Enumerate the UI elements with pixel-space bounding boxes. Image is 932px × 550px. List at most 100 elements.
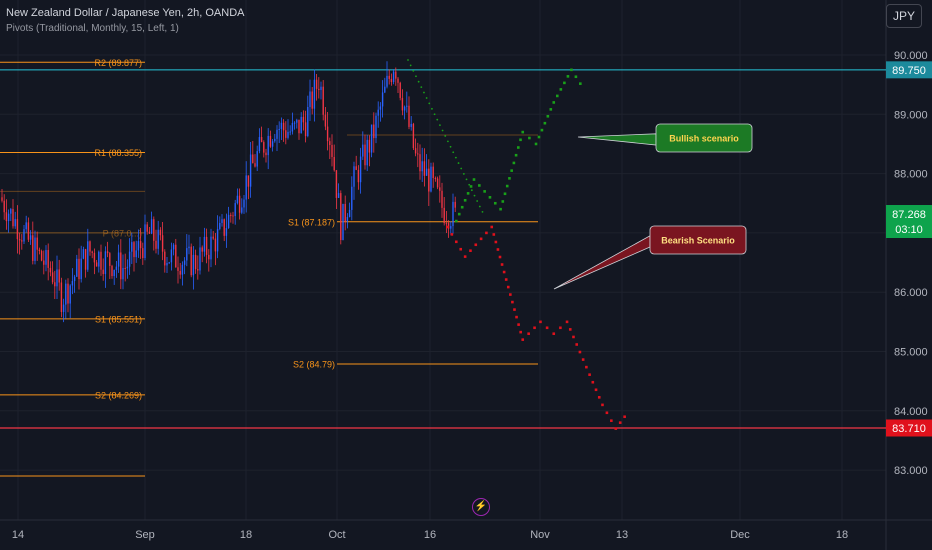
candle-body xyxy=(318,88,320,90)
trend-dot xyxy=(433,113,436,116)
candle-body xyxy=(1,197,3,201)
current-price-bg xyxy=(886,205,932,239)
trend-dot xyxy=(449,145,452,148)
candle-body xyxy=(274,138,276,142)
candle-body xyxy=(194,254,197,270)
scenario-dot xyxy=(578,350,582,354)
bullish-scenario-path xyxy=(454,68,582,223)
lower-level-label: 83.710 xyxy=(892,423,926,435)
scenario-dot xyxy=(508,177,511,180)
candle-body xyxy=(408,105,410,127)
candle-body xyxy=(357,169,360,183)
candle-body xyxy=(197,269,199,271)
candle-body xyxy=(432,166,434,178)
candle-body xyxy=(414,148,417,154)
candle-body xyxy=(186,248,188,261)
bearish-scenario-path xyxy=(446,225,626,430)
candle-body xyxy=(49,267,52,273)
candle-body xyxy=(287,131,289,138)
candle-body xyxy=(128,251,131,267)
scenario-dot xyxy=(601,403,604,407)
countdown-label: 03:10 xyxy=(895,224,923,236)
trend-dot xyxy=(460,167,463,170)
candle-body xyxy=(3,200,5,213)
candle-body xyxy=(34,237,36,261)
scenario-dot xyxy=(563,81,566,85)
candle-body xyxy=(148,231,151,234)
candle-body xyxy=(199,247,201,271)
y-tick-label: 88.000 xyxy=(894,169,928,181)
candle-body xyxy=(60,282,63,312)
candle-body xyxy=(267,135,269,156)
candle-body xyxy=(392,71,395,82)
candle-body xyxy=(443,207,445,224)
candle-body xyxy=(71,281,74,286)
candle-body xyxy=(45,249,47,265)
candle-body xyxy=(115,266,118,270)
upper-level-label-bg xyxy=(886,61,932,79)
trend-dot xyxy=(412,69,415,72)
x-tick-label: Oct xyxy=(328,529,345,541)
candle-body xyxy=(401,97,404,111)
candle-body xyxy=(62,304,65,312)
candle-body xyxy=(166,262,168,266)
scenario-dot xyxy=(474,243,478,247)
scenario-dot xyxy=(515,315,518,319)
candle-body xyxy=(43,260,45,265)
scenario-dot xyxy=(492,233,496,236)
candle-body xyxy=(329,141,331,145)
scenario-dot xyxy=(513,308,516,311)
candle-body xyxy=(280,122,283,129)
candle-body xyxy=(232,215,234,217)
scenario-dot xyxy=(463,255,467,258)
candle-body xyxy=(335,170,338,198)
scenario-dot xyxy=(552,332,556,336)
candle-body xyxy=(419,154,421,172)
candle-body xyxy=(124,267,126,269)
candle-body xyxy=(56,269,58,287)
candle-body xyxy=(384,86,386,93)
scenario-dot xyxy=(539,320,542,324)
trend-dot xyxy=(415,75,417,78)
candle-body xyxy=(355,166,357,170)
lower-level-label-bg xyxy=(886,419,932,437)
lightning-icon[interactable]: ⚡ xyxy=(472,498,490,516)
candle-body xyxy=(65,283,67,305)
candle-body xyxy=(276,129,278,139)
candle-body xyxy=(289,131,291,133)
candle-body xyxy=(159,229,162,236)
candle-body xyxy=(304,122,307,137)
trend-dot xyxy=(454,156,457,159)
candle-body xyxy=(54,282,56,287)
scenario-dot xyxy=(485,231,488,235)
candle-body xyxy=(397,78,399,83)
candle-body xyxy=(227,214,230,229)
y-tick-label: 90.000 xyxy=(894,50,928,62)
candle-body xyxy=(406,105,408,107)
candle-body xyxy=(84,249,87,270)
bullish-callout: Bullish scenario xyxy=(577,123,753,153)
candle-body xyxy=(307,107,309,137)
x-tick-label: Sep xyxy=(135,529,155,541)
candle-body xyxy=(386,75,388,87)
scenario-dot xyxy=(618,421,622,424)
candle-body xyxy=(230,214,232,216)
scenario-dot xyxy=(490,225,494,229)
trend-dot xyxy=(431,107,433,110)
currency-button[interactable]: JPY xyxy=(886,4,922,28)
trend-dot xyxy=(476,200,479,202)
scenario-dot xyxy=(454,219,458,223)
candle-body xyxy=(120,252,122,280)
candle-body xyxy=(300,116,302,134)
candle-body xyxy=(168,262,170,264)
scenario-dot xyxy=(469,185,473,188)
candle-body xyxy=(243,199,245,208)
candle-body xyxy=(78,258,80,280)
candle-body xyxy=(221,219,223,223)
pivot-label: R2 (89.877) xyxy=(94,58,142,68)
candle-body xyxy=(359,156,362,183)
candle-body xyxy=(238,195,241,213)
trend-dot xyxy=(452,151,455,154)
